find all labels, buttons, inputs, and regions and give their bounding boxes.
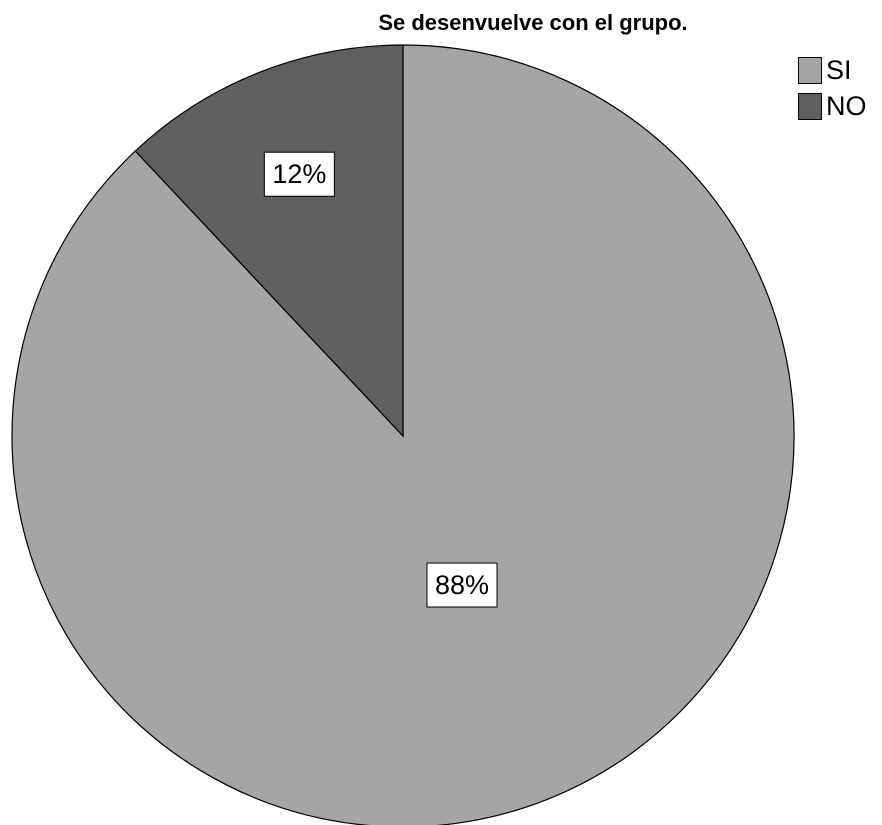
pie-data-labels: 88% 12% [263, 151, 498, 608]
legend-swatch-no [798, 92, 822, 120]
legend: SI NO [798, 52, 867, 124]
pie-slices [11, 44, 795, 825]
pie-slice-si [11, 44, 795, 825]
legend-label-no: NO [826, 90, 867, 121]
legend-label-si: SI [826, 54, 852, 85]
data-label-text-no: 12% [272, 159, 326, 189]
data-label-si: 88% [426, 562, 498, 608]
pie-slice-no [134, 44, 404, 438]
legend-item-no: NO [798, 88, 867, 124]
chart-title: Se desenvuelve con el grupo. [378, 10, 688, 35]
data-label-box-si [426, 562, 498, 608]
data-label-no: 12% [263, 151, 335, 197]
data-label-box-no [263, 151, 335, 197]
data-label-text-si: 88% [435, 570, 489, 600]
legend-swatch-si [798, 56, 822, 84]
legend-item-si: SI [798, 52, 867, 88]
